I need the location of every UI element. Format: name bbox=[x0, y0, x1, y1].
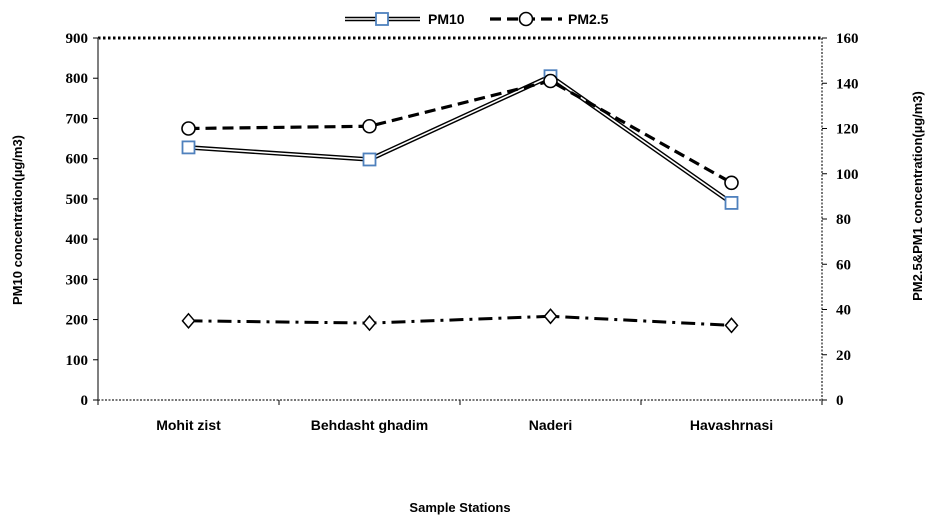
right-y-axis: 0 20 40 60 80 100 120 140 160 bbox=[822, 31, 859, 409]
right-y-tick-label: 60 bbox=[836, 257, 851, 273]
left-y-tick-label: 600 bbox=[66, 152, 89, 168]
x-axis: Mohit zist Behdasht ghadim Naderi Havashrna… bbox=[97, 400, 823, 433]
right-y-axis-title: PM2.5&PM1 concentration(µg/m3) bbox=[910, 91, 925, 301]
left-y-tick-label: 100 bbox=[66, 353, 89, 369]
pm1-marker bbox=[543, 308, 558, 325]
x-category-label: Naderi bbox=[529, 417, 573, 433]
left-y-tick-label: 500 bbox=[66, 192, 89, 208]
pm1-line bbox=[188, 314, 732, 327]
pm10-marker bbox=[724, 196, 739, 210]
pm2-5-marker bbox=[181, 121, 196, 136]
right-y-tick-label: 160 bbox=[836, 31, 859, 47]
left-y-axis: 0 100 200 300 400 500 600 700 800 900 bbox=[66, 31, 98, 409]
right-y-tick-label: 80 bbox=[836, 212, 851, 228]
pm2-5-marker bbox=[362, 118, 377, 134]
left-y-tick-label: 200 bbox=[66, 313, 89, 329]
left-y-axis-title: PM10 concentration(µg/m3) bbox=[10, 135, 25, 305]
right-y-tick-label: 40 bbox=[836, 303, 851, 319]
pm2-5-marker bbox=[518, 11, 534, 27]
pm1-marker bbox=[724, 317, 739, 334]
legend-pm2-5-label: PM2.5 bbox=[568, 11, 609, 27]
pm1-marker bbox=[181, 312, 196, 329]
pm2-5-marker bbox=[724, 175, 739, 191]
left-y-tick-label: 900 bbox=[66, 31, 89, 47]
x-category-label: Havashrnasi bbox=[690, 417, 773, 433]
left-y-tick-label: 0 bbox=[81, 393, 89, 409]
left-y-tick-label: 700 bbox=[66, 111, 89, 127]
left-y-tick-label: 300 bbox=[66, 272, 89, 288]
legend: PM10 PM2.5 bbox=[345, 11, 609, 27]
right-y-tick-label: 100 bbox=[836, 167, 859, 183]
series-markers bbox=[181, 69, 739, 334]
pm10-line-inner bbox=[188, 75, 732, 204]
pm10-marker bbox=[362, 152, 377, 167]
pm1-marker bbox=[362, 314, 377, 332]
pm10-marker bbox=[181, 140, 196, 155]
left-y-tick-label: 400 bbox=[66, 232, 89, 248]
series-lines bbox=[188, 73, 733, 327]
legend-pm10-label: PM10 bbox=[428, 11, 465, 27]
right-y-tick-label: 20 bbox=[836, 348, 851, 364]
pm10-line-outer bbox=[188, 73, 733, 205]
pm2-5-marker bbox=[543, 73, 558, 89]
x-category-label: Behdasht ghadim bbox=[311, 417, 428, 433]
plot-frame bbox=[97, 36, 823, 401]
pm10-marker bbox=[375, 12, 389, 26]
pm2-5-line bbox=[188, 79, 733, 185]
right-y-tick-label: 140 bbox=[836, 76, 859, 92]
x-category-label: Mohit zist bbox=[156, 417, 221, 433]
right-y-tick-label: 0 bbox=[836, 393, 844, 409]
x-axis-title: Sample Stations bbox=[409, 500, 510, 515]
right-y-tick-label: 120 bbox=[836, 122, 859, 138]
left-y-tick-label: 800 bbox=[66, 71, 89, 87]
